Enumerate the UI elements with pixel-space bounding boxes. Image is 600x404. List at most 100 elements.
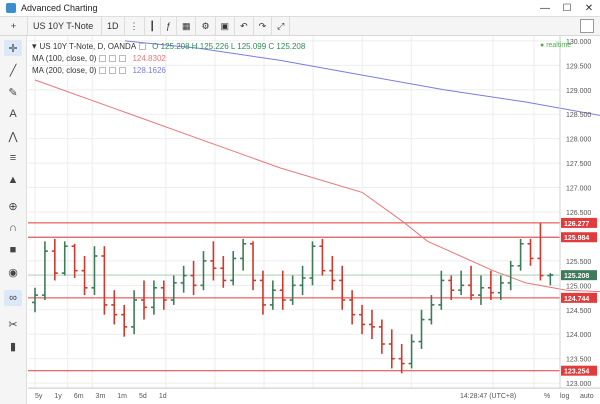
close-button[interactable]: ✕ <box>584 3 594 14</box>
range-button-5y[interactable]: 5y <box>35 393 43 400</box>
symbol-selector[interactable]: US 10Y T-Note <box>28 16 102 36</box>
price-chart[interactable]: 130.000 129.500 129.000 128.500 128.000 127.5… <box>28 36 600 404</box>
chart-style-button[interactable]: ┃ <box>145 16 161 36</box>
ohlc-bar <box>61 241 68 276</box>
crosshair-tool[interactable]: ✛ <box>4 40 22 56</box>
collapse-legend-icon[interactable]: ▾ <box>32 40 37 51</box>
legend-ma100-label[interactable]: MA (100, close, 0) <box>32 53 97 63</box>
price-axis[interactable]: 130.000 129.500 129.000 128.500 128.000 127.5… <box>566 39 591 388</box>
line-tool[interactable]: ╱ <box>4 62 22 78</box>
legend-ma200-settings[interactable] <box>109 66 117 74</box>
legend-ma100-settings[interactable] <box>109 54 117 62</box>
ohlc-bar <box>299 265 306 296</box>
legend-symbol-toggle[interactable] <box>139 42 147 50</box>
legend-ma100-close[interactable] <box>119 54 127 62</box>
zoom-icon: ⊕ <box>8 200 18 213</box>
interval-selector[interactable]: 1D <box>102 16 125 36</box>
ohlc-bar <box>101 246 108 315</box>
ohlc-bar <box>141 280 148 320</box>
ohlc-bar <box>121 304 128 337</box>
remove-tool[interactable]: ✂ <box>4 316 22 332</box>
ohlc-bar <box>507 260 514 291</box>
camera-icon: ▣ <box>220 20 230 31</box>
maximize-button[interactable]: ☐ <box>562 3 572 14</box>
trash-tool[interactable]: ▮ <box>4 338 22 354</box>
ohlc-bar <box>81 256 88 296</box>
link-icon: ∞ <box>9 292 17 304</box>
settings-button[interactable]: ⚙ <box>196 16 216 36</box>
hide-tool[interactable]: ◉ <box>4 264 22 280</box>
legend-ma200-eye[interactable] <box>99 66 107 74</box>
layout-toggle-button[interactable] <box>580 19 594 33</box>
scissors-icon: ✂ <box>8 318 18 331</box>
price-tick-label: 124.500 <box>566 308 591 315</box>
legend-ma200-value: 128.1626 <box>132 65 166 75</box>
ohlc-bar <box>487 270 494 300</box>
ma100-line <box>34 79 600 293</box>
ohlc-bar <box>269 280 276 310</box>
magnet-tool[interactable]: ∩ <box>4 220 22 236</box>
ohlc-bar <box>428 295 435 325</box>
window-titlebar: Advanced Charting — ☐ ✕ <box>0 0 600 17</box>
redo-icon: ↷ <box>258 20 267 31</box>
percent-toggle[interactable]: % <box>544 393 551 400</box>
minimize-button[interactable]: — <box>540 3 550 14</box>
symbol-label: US 10Y T-Note <box>33 21 94 31</box>
legend-ma100-value: 124.8302 <box>132 53 166 63</box>
redo-button[interactable]: ↷ <box>254 16 273 36</box>
ohlc-bar <box>378 319 385 354</box>
ohlc-bar <box>329 256 336 291</box>
ohlc-bar <box>250 241 257 291</box>
more-menu-button[interactable]: ⋮ <box>125 16 145 36</box>
legend-ma100-eye[interactable] <box>99 54 107 62</box>
ohlc-bar <box>32 287 38 313</box>
realtime-label: realtime <box>546 42 572 49</box>
range-button-3m[interactable]: 3m <box>95 393 106 400</box>
lock-tool[interactable]: ■ <box>4 242 22 258</box>
window-title: Advanced Charting <box>21 3 98 13</box>
pattern-tool[interactable]: ⋀ <box>4 128 22 144</box>
price-tick-label: 125.000 <box>566 283 591 290</box>
undo-icon: ↶ <box>240 20 248 31</box>
ohlc-bar <box>210 241 217 281</box>
eye-icon: ◉ <box>8 266 18 279</box>
text-tool[interactable]: A <box>4 106 22 122</box>
ohlc-bar <box>240 238 247 271</box>
ohlc-bar <box>131 290 138 335</box>
snapshot-button[interactable]: ▣ <box>216 16 236 36</box>
zoom-tool[interactable]: ⊕ <box>4 198 22 214</box>
ohlc-bar <box>200 251 207 291</box>
range-button-1y[interactable]: 1y <box>54 393 62 400</box>
price-tick-label: 123.500 <box>566 357 591 364</box>
legend-ma200-label[interactable]: MA (200, close, 0) <box>32 65 97 75</box>
undo-button[interactable]: ↶ <box>235 16 254 36</box>
ohlc-bar <box>468 265 475 300</box>
ohlc-bar <box>388 329 395 369</box>
cursor-icon: ✛ <box>8 42 18 55</box>
magnet-icon: ∩ <box>9 222 17 234</box>
legend-ma200-close[interactable] <box>119 66 127 74</box>
ohlc-bar <box>220 256 227 288</box>
measure-tool[interactable]: ▲ <box>4 172 22 188</box>
compare-button[interactable]: ▦ <box>177 16 197 36</box>
fullscreen-button[interactable]: ⤢ <box>272 16 291 36</box>
pattern-icon: ⋀ <box>8 130 18 143</box>
range-button-1m[interactable]: 1m <box>117 393 128 400</box>
ohlc-bar <box>71 243 78 278</box>
brush-icon: ✎ <box>8 86 18 99</box>
crosshair-menu-button[interactable]: + <box>0 16 28 36</box>
auto-toggle[interactable]: auto <box>580 393 594 400</box>
indicators-button[interactable]: ƒ <box>161 16 177 36</box>
brush-tool[interactable]: ✎ <box>4 84 22 100</box>
range-button-5d[interactable]: 5d <box>139 393 147 400</box>
ohlc-bar <box>477 275 484 305</box>
ohlc-bar <box>349 290 356 325</box>
range-button-6m[interactable]: 6m <box>73 393 84 400</box>
ohlc-bar <box>230 251 237 286</box>
price-badge-bg <box>561 270 597 281</box>
fib-tool[interactable]: ≡ <box>4 150 22 166</box>
range-button-1d[interactable]: 1d <box>158 393 167 400</box>
link-tool[interactable]: ∞ <box>4 290 22 306</box>
log-toggle[interactable]: log <box>560 393 570 400</box>
price-badge: 125.208 <box>561 270 597 281</box>
